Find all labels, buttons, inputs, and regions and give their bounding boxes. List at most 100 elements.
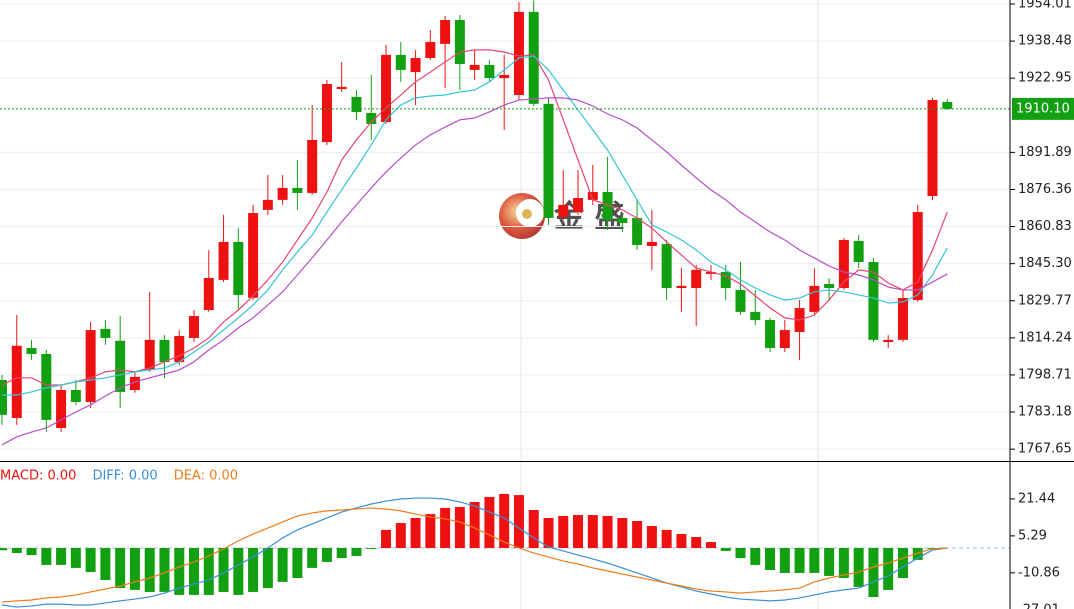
macd-bar xyxy=(410,517,421,548)
lines-layer xyxy=(0,49,1010,608)
y-tick-label: 1845.30 xyxy=(1018,256,1072,271)
macd-bar xyxy=(41,547,52,565)
candle-body xyxy=(912,212,923,300)
macd-bar xyxy=(528,509,539,548)
candle-body xyxy=(0,379,7,415)
candle-body xyxy=(115,340,126,392)
macd-bar xyxy=(779,547,790,573)
legend-entry: MACD: 0.00 xyxy=(0,469,76,484)
candle-body xyxy=(824,283,835,289)
macd-bar xyxy=(883,547,894,590)
moving-average-line xyxy=(1,97,948,446)
candle-body xyxy=(129,376,140,391)
y-tick-label: -10.86 xyxy=(1018,565,1060,580)
candle-body xyxy=(617,218,628,224)
candle-body xyxy=(750,311,761,321)
candle-body xyxy=(676,285,687,289)
macd-bar xyxy=(351,547,362,557)
macd-bar xyxy=(189,547,200,595)
macd-bar xyxy=(11,547,22,554)
candle-body xyxy=(321,84,332,143)
y-tick-label: 1954.01 xyxy=(1018,0,1072,11)
y-tick-label: 1814.24 xyxy=(1018,330,1072,345)
macd-bar xyxy=(26,547,37,556)
candle-body xyxy=(233,241,244,295)
macd-bar xyxy=(484,496,495,548)
y-tick-label: 1922.95 xyxy=(1018,71,1072,86)
moving-average-line xyxy=(1,49,948,386)
candle-body xyxy=(454,20,465,64)
macd-bar xyxy=(824,547,835,576)
candle-body xyxy=(440,20,451,44)
legend-entry: DIFF: 0.00 xyxy=(92,469,157,484)
macd-bar xyxy=(144,547,155,592)
macd-bar xyxy=(203,547,214,595)
macd-bar xyxy=(499,493,510,548)
macd-bar xyxy=(765,547,776,570)
candle-body xyxy=(56,390,67,428)
candle-body xyxy=(381,54,392,123)
macd-bar xyxy=(853,547,864,587)
candle-body xyxy=(765,320,776,348)
macd-bar xyxy=(676,534,687,548)
macd-bar xyxy=(587,515,598,548)
candle-body xyxy=(277,187,288,200)
candle-body xyxy=(809,285,820,312)
macd-bar xyxy=(248,547,259,592)
macd-bar xyxy=(85,547,96,573)
grid-layer xyxy=(0,3,1010,549)
macd-bar xyxy=(735,547,746,559)
candle-body xyxy=(189,315,200,338)
macd-bar xyxy=(912,547,923,560)
candle-body xyxy=(395,54,406,70)
candle-body xyxy=(720,272,731,289)
macd-bar xyxy=(218,547,229,592)
candle-body xyxy=(705,272,716,274)
candle-body xyxy=(573,197,584,212)
candle-body xyxy=(85,330,96,402)
candle-body xyxy=(646,241,657,246)
candle-body xyxy=(174,336,185,363)
candle-body xyxy=(70,390,81,402)
macd-bar xyxy=(395,523,406,548)
candle-body xyxy=(513,11,524,96)
candle-body xyxy=(144,339,155,370)
candle-body xyxy=(897,298,908,340)
moving-average-line xyxy=(2,55,948,396)
macd-bar xyxy=(646,526,657,548)
candle-body xyxy=(543,103,554,219)
candle-body xyxy=(351,96,362,112)
macd-bar xyxy=(0,547,7,551)
macd-line xyxy=(1,507,948,603)
y-tick-label: 5.29 xyxy=(1018,528,1047,543)
y-tick-label: 1876.36 xyxy=(1018,182,1072,197)
macd-bar xyxy=(513,495,524,548)
y-tick-label: 1891.89 xyxy=(1018,145,1072,160)
candle-body xyxy=(587,191,598,200)
macd-bar xyxy=(469,501,480,548)
y-tick-label: 1767.65 xyxy=(1018,442,1072,457)
candle-body xyxy=(853,240,864,262)
macd-bar xyxy=(705,542,716,548)
candle-body xyxy=(868,261,879,340)
logo-dot xyxy=(522,209,532,219)
macd-bar xyxy=(115,547,126,589)
candle-body xyxy=(838,240,849,289)
y-tick-label: 21.44 xyxy=(1018,491,1055,506)
candle-body xyxy=(602,191,613,220)
macd-bar xyxy=(794,547,805,573)
macd-bar xyxy=(159,547,170,592)
y-tick-label: 1938.48 xyxy=(1018,34,1072,49)
macd-bar xyxy=(454,507,465,548)
macd-bar xyxy=(100,547,111,581)
macd-bar xyxy=(440,507,451,548)
macd-bar xyxy=(56,547,67,565)
macd-bar xyxy=(720,547,731,551)
candle-body xyxy=(159,339,170,363)
candle-body xyxy=(927,100,938,197)
candle-body xyxy=(499,74,510,79)
macd-bar xyxy=(661,529,672,548)
macd-line xyxy=(1,497,948,608)
